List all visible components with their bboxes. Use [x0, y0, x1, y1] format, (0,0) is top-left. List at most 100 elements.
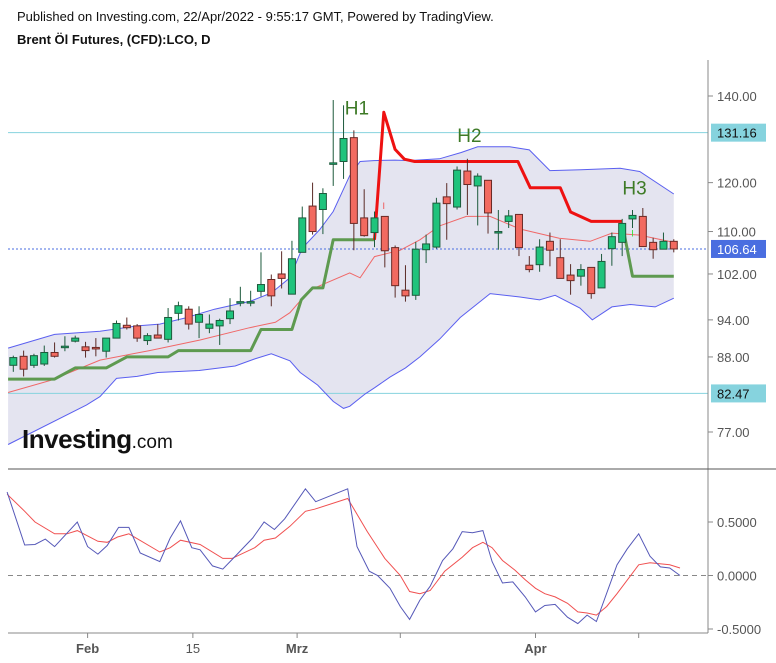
candle-up — [9, 355, 18, 372]
candle-body — [597, 260, 606, 289]
candle-body — [9, 357, 18, 366]
candle-body — [50, 351, 59, 357]
candle-body — [298, 217, 307, 253]
candle-up — [494, 209, 503, 250]
candle-down — [380, 215, 389, 268]
price-tick-label: 88.00 — [717, 350, 750, 365]
candle-body — [535, 246, 544, 266]
candle-up — [535, 239, 544, 272]
candle-body — [566, 274, 575, 282]
candle-up — [246, 290, 255, 307]
candle-up — [659, 232, 668, 250]
candle-up — [29, 353, 38, 368]
candle-body — [236, 301, 245, 304]
candle-body — [514, 213, 523, 249]
candle-down — [391, 245, 400, 298]
candle-body — [60, 345, 69, 349]
time-tick-label-apr: Apr — [524, 641, 546, 656]
candle-up — [504, 209, 513, 228]
signal-marker: I — [383, 201, 386, 211]
candle-up — [164, 308, 173, 343]
candle-up — [256, 252, 265, 297]
candle-down — [401, 265, 410, 302]
level-price-badge — [711, 123, 766, 142]
candle-down — [122, 317, 131, 330]
candle-body — [112, 322, 121, 339]
published-caption: Published on Investing.com, 22/Apr/2022 … — [17, 9, 494, 24]
candle-body — [195, 314, 204, 323]
candle-up — [329, 100, 338, 186]
bollinger-band-fill — [8, 146, 674, 445]
price-tick-label: 140.00 — [717, 89, 757, 104]
candle-down — [587, 266, 596, 299]
candle-body — [484, 179, 493, 214]
candle-up — [339, 105, 348, 179]
candle-body — [628, 214, 637, 220]
candle-body — [401, 289, 410, 297]
oscillator-tick-label: 0.0000 — [717, 569, 757, 584]
candle-body — [29, 355, 38, 366]
candle-body — [102, 337, 111, 352]
candle-body — [659, 240, 668, 250]
time-tick-label-mrz: Mrz — [286, 641, 309, 656]
candle-body — [587, 266, 596, 295]
candle-up — [60, 336, 69, 352]
candle-down — [19, 350, 28, 377]
candle-down — [566, 264, 575, 295]
candle-body — [360, 217, 369, 237]
candle-body — [607, 236, 616, 250]
candle-up — [226, 298, 235, 325]
price-tick-label: 77.00 — [717, 425, 750, 440]
candle-down — [484, 179, 493, 234]
pattern-label-h1: H1 — [345, 98, 369, 119]
candle-up — [205, 314, 214, 334]
candle-body — [215, 319, 224, 327]
oscillator-slow-line — [6, 493, 681, 616]
candle-body — [391, 247, 400, 287]
price-tick-label: 110.00 — [717, 225, 756, 240]
candle-body — [40, 351, 49, 365]
candle-body — [422, 243, 431, 251]
green-stop-line — [8, 238, 375, 381]
last-price-label: 106.64 — [717, 242, 757, 257]
chart-title: Brent Öl Futures, (CFD):LCO, D — [17, 32, 211, 47]
candle-up — [576, 264, 585, 286]
candle-down — [442, 183, 451, 240]
candle-up — [143, 333, 152, 345]
candle-down — [277, 251, 286, 289]
candle-body — [638, 215, 647, 248]
candle-up — [40, 345, 49, 366]
candle-down — [545, 232, 554, 267]
candle-up — [473, 173, 482, 226]
candle-body — [122, 324, 131, 329]
candle-body — [453, 169, 462, 208]
candle-up — [597, 253, 606, 289]
price-tick-label: 102.00 — [717, 267, 757, 282]
candle-body — [339, 138, 348, 162]
candle-up — [298, 206, 307, 253]
candle-body — [143, 335, 152, 342]
logo-suffix: .com — [131, 432, 173, 453]
candle-body — [277, 273, 286, 279]
pattern-label-h3: H3 — [622, 178, 646, 199]
candle-down — [349, 130, 358, 251]
candle-body — [267, 279, 276, 297]
candle-down — [50, 342, 59, 358]
candle-body — [91, 346, 100, 350]
candle-up — [236, 286, 245, 307]
candle-body — [246, 301, 255, 304]
price-tick-label: 120.00 — [717, 176, 757, 191]
candle-up — [287, 240, 296, 295]
level-price-badge — [711, 384, 766, 403]
candle-body — [442, 196, 451, 205]
candle-body — [71, 337, 80, 342]
candle-body — [349, 137, 358, 224]
candle-down — [514, 213, 523, 257]
candle-body — [287, 258, 296, 295]
candle-down — [267, 274, 276, 307]
candle-down — [638, 208, 647, 248]
candle-body — [184, 308, 193, 325]
candle-body — [153, 334, 162, 339]
candle-up — [174, 301, 183, 321]
